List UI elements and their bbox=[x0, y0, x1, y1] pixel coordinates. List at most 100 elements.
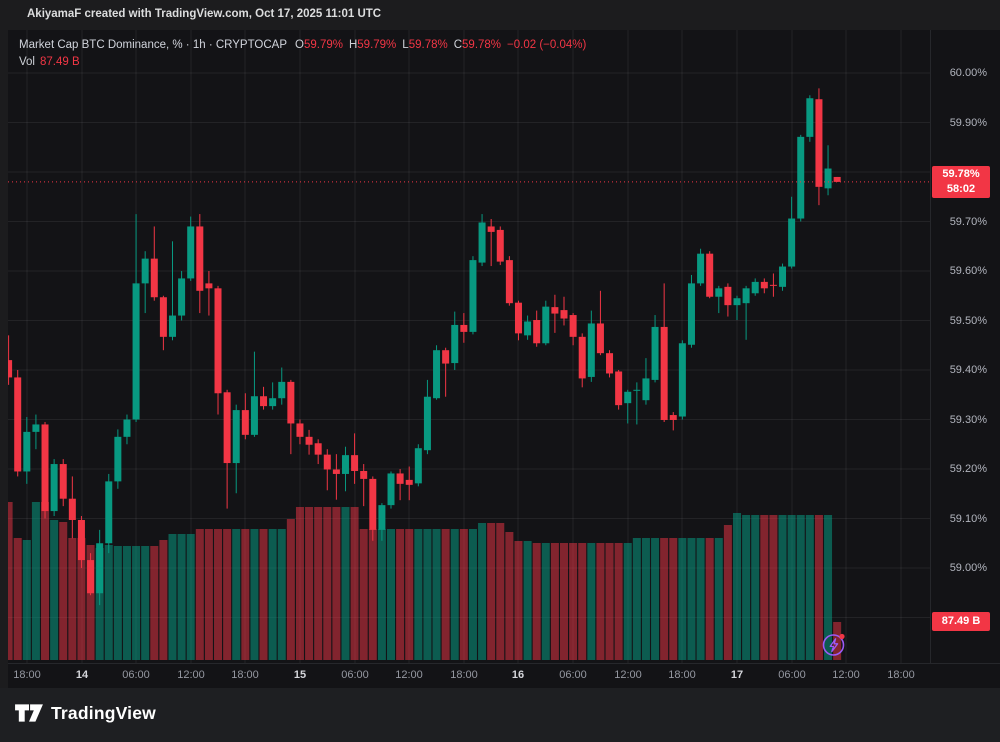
volume-bar bbox=[250, 529, 259, 660]
time-axis-label: 18:00 bbox=[668, 669, 696, 681]
ohlc-close-value: 59.78% bbox=[462, 39, 502, 51]
volume-bar bbox=[195, 529, 204, 660]
candle-body bbox=[542, 306, 550, 344]
volume-bar bbox=[13, 538, 22, 660]
volume-bar bbox=[141, 546, 150, 660]
volume-bar bbox=[305, 507, 314, 660]
volume-bar bbox=[314, 507, 323, 660]
volume-bar bbox=[323, 507, 332, 660]
candle-body bbox=[351, 455, 359, 471]
time-axis-label: 12:00 bbox=[832, 669, 860, 681]
volume-bar bbox=[605, 543, 614, 660]
candle-body bbox=[687, 283, 695, 345]
candle-body bbox=[205, 283, 213, 289]
volume-bar bbox=[560, 543, 569, 660]
candle-body bbox=[797, 136, 805, 219]
volume-bar bbox=[714, 538, 723, 660]
volume-bar bbox=[751, 515, 760, 660]
volume-bar bbox=[478, 523, 487, 660]
candle-body bbox=[250, 396, 258, 435]
volume-bar bbox=[578, 543, 587, 660]
time-axis-label: 06:00 bbox=[778, 669, 806, 681]
volume-bar bbox=[833, 622, 842, 660]
candle-body bbox=[14, 377, 22, 472]
price-axis[interactable]: 60.00%59.90%59.80%59.70%59.60%59.50%59.4… bbox=[930, 30, 1000, 663]
legend-title-row: Market Cap BTC Dominance, % · 1h · CRYPT… bbox=[19, 37, 586, 54]
candle-body bbox=[669, 415, 677, 420]
current-volume-badge: 87.49 B bbox=[932, 612, 990, 631]
candle-body bbox=[724, 286, 732, 306]
volume-bar bbox=[459, 529, 468, 660]
volume-bar bbox=[550, 543, 559, 660]
volume-bar bbox=[796, 515, 805, 660]
volume-bar bbox=[168, 534, 177, 660]
price-axis-label: 59.70% bbox=[949, 215, 987, 228]
candle-body bbox=[214, 288, 222, 394]
current-volume-badge-value: 87.49 B bbox=[941, 615, 981, 627]
candle-body bbox=[642, 378, 650, 401]
candle-body bbox=[123, 419, 131, 437]
volume-bar bbox=[814, 515, 823, 660]
time-axis[interactable]: 18:00 14 06:00 12:00 18:00 15 06:00 12:00 18:00 1… bbox=[8, 663, 1000, 688]
chart-canvas[interactable] bbox=[8, 30, 930, 663]
candle-body bbox=[460, 324, 468, 332]
volume-bar bbox=[623, 543, 632, 660]
volume-bar bbox=[569, 543, 578, 660]
volume-bar bbox=[660, 538, 669, 660]
candle-body bbox=[514, 302, 522, 334]
volume-bar bbox=[468, 529, 477, 660]
volume-bar bbox=[341, 507, 350, 660]
candle-body bbox=[806, 98, 814, 137]
candle-body bbox=[414, 448, 422, 484]
candle-body bbox=[815, 99, 823, 187]
volume-bar bbox=[86, 545, 95, 660]
flash-boost-icon[interactable] bbox=[821, 631, 848, 658]
volume-bar bbox=[241, 529, 250, 660]
volume-bar bbox=[441, 529, 450, 660]
time-axis-label: 06:00 bbox=[341, 669, 369, 681]
time-axis-day-label: 17 bbox=[730, 669, 744, 681]
candle-body bbox=[68, 498, 76, 520]
volume-bar bbox=[41, 502, 50, 660]
volume-bar bbox=[59, 522, 68, 660]
time-axis-label: 12:00 bbox=[177, 669, 205, 681]
candle-body bbox=[50, 464, 58, 512]
time-axis-label: 06:00 bbox=[559, 669, 587, 681]
volume-bar bbox=[723, 525, 732, 660]
volume-bar bbox=[286, 519, 295, 660]
volume-bar bbox=[31, 502, 40, 660]
change-value: −0.02 (−0.04%) bbox=[507, 39, 587, 51]
volume-bar bbox=[223, 529, 232, 660]
candle-body bbox=[296, 423, 304, 437]
volume-bar bbox=[150, 546, 159, 660]
candle-body bbox=[232, 410, 240, 464]
symbol-title[interactable]: Market Cap BTC Dominance, % · 1h · CRYPT… bbox=[19, 39, 287, 51]
volume-bar bbox=[787, 515, 796, 660]
candle-body bbox=[769, 284, 777, 286]
ohlc-high-value: 59.79% bbox=[357, 39, 397, 51]
candle-body bbox=[141, 258, 149, 284]
volume-bar bbox=[824, 515, 833, 660]
tradingview-brand[interactable]: TradingView bbox=[14, 701, 156, 725]
candle-body bbox=[114, 436, 122, 482]
volume-label: Vol bbox=[19, 56, 35, 68]
time-axis-label: 18:00 bbox=[13, 669, 41, 681]
volume-bar bbox=[204, 529, 213, 660]
price-axis-label: 59.20% bbox=[949, 463, 987, 475]
volume-bar bbox=[596, 543, 605, 660]
candle-body bbox=[187, 226, 195, 279]
candle-body bbox=[560, 310, 568, 319]
candle-body bbox=[77, 519, 85, 561]
volume-bar bbox=[268, 529, 277, 660]
ohlc-close-label: C bbox=[453, 39, 463, 51]
candle-body bbox=[742, 288, 750, 304]
volume-bar bbox=[678, 538, 687, 660]
candle-body bbox=[323, 454, 331, 470]
bar-countdown: 58:02 bbox=[946, 183, 976, 195]
volume-bar bbox=[159, 540, 168, 660]
chart-panel: Market Cap BTC Dominance, % · 1h · CRYPT… bbox=[8, 30, 1000, 688]
candle-body bbox=[396, 473, 404, 484]
candle-body bbox=[469, 260, 477, 332]
candle-body bbox=[524, 321, 532, 336]
volume-bar bbox=[587, 543, 596, 660]
